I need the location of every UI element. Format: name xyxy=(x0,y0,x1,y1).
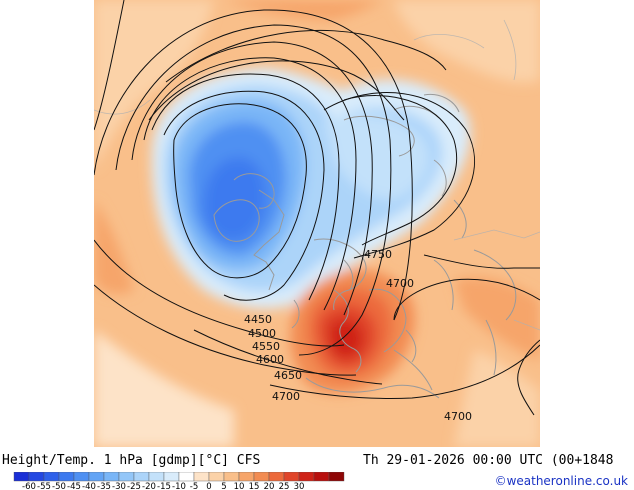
legend-tick-label: -5 xyxy=(190,482,198,490)
legend-swatch xyxy=(88,472,105,482)
legend-tick-label: -50 xyxy=(52,482,66,490)
contour-label: 4700 xyxy=(272,390,300,403)
contour-label: 4450 xyxy=(244,313,272,326)
footer-bar: Height/Temp. 1 hPa [gdmp][°C] CFS Th 29-… xyxy=(0,447,634,490)
legend-tick-label: 10 xyxy=(234,482,245,490)
legend-swatch xyxy=(268,472,285,482)
legend-swatch xyxy=(73,472,90,482)
contour-label: 4650 xyxy=(274,369,302,382)
legend-swatch xyxy=(283,472,300,482)
legend-tick-label: 15 xyxy=(249,482,260,490)
legend-swatch xyxy=(133,472,150,482)
legend-swatch xyxy=(103,472,120,482)
contour-label: 4700 xyxy=(386,277,414,290)
temperature-shading xyxy=(94,0,540,447)
legend-swatch xyxy=(313,472,330,482)
legend-tick-label: 20 xyxy=(264,482,275,490)
legend-swatch xyxy=(193,472,210,482)
credit-link[interactable]: ©weatheronline.co.uk xyxy=(494,474,628,488)
legend-tick-label: -25 xyxy=(127,482,141,490)
temperature-field-map: 4750 4700 4450 4500 4550 4600 4650 4700 … xyxy=(94,0,540,447)
weather-map: 4750 4700 4450 4500 4550 4600 4650 4700 … xyxy=(94,0,540,447)
legend-swatch xyxy=(208,472,225,482)
contour-label: 4700 xyxy=(444,410,472,423)
legend-tick-label: -10 xyxy=(172,482,186,490)
legend-tick-label: -20 xyxy=(142,482,156,490)
legend-swatch xyxy=(43,472,60,482)
legend-tick-label: 0 xyxy=(206,482,211,490)
contour-labels: 4750 4700 4450 4500 4550 4600 4650 4700 … xyxy=(244,248,472,423)
legend-tick-label: 25 xyxy=(279,482,290,490)
legend-swatch xyxy=(148,472,165,482)
legend-swatch xyxy=(178,472,195,482)
map-title: Height/Temp. 1 hPa [gdmp][°C] CFS xyxy=(2,453,261,468)
legend-swatch xyxy=(118,472,135,482)
legend-swatch xyxy=(253,472,270,482)
color-scale-legend: -60 -55 -50 -45 -40 -35 -30 -25 -20 -15 -10 -5 0 5 10 1… xyxy=(13,472,345,490)
legend-swatch xyxy=(163,472,180,482)
legend-swatch xyxy=(238,472,255,482)
legend-tick-label: -60 xyxy=(22,482,36,490)
legend-swatch xyxy=(223,472,240,482)
legend-tick-label: -35 xyxy=(97,482,111,490)
legend-tick-label: -45 xyxy=(67,482,81,490)
legend-swatch xyxy=(298,472,315,482)
height-contours xyxy=(94,0,540,416)
legend-swatch xyxy=(28,472,45,482)
legend-swatch xyxy=(13,472,30,482)
legend-tick-label: -15 xyxy=(157,482,171,490)
legend-tick-label: -40 xyxy=(82,482,96,490)
legend-tick-label: -30 xyxy=(112,482,126,490)
contour-label: 4500 xyxy=(248,327,276,340)
legend-swatch xyxy=(58,472,75,482)
legend-swatch xyxy=(328,472,345,482)
valid-time: Th 29-01-2026 00:00 UTC (00+1848 xyxy=(363,453,614,468)
contour-label: 4750 xyxy=(364,248,392,261)
legend-tick-label: 30 xyxy=(294,482,305,490)
contour-label: 4550 xyxy=(252,340,280,353)
contour-label: 4600 xyxy=(256,353,284,366)
legend-tick-label: 5 xyxy=(221,482,226,490)
legend-tick-label: -55 xyxy=(37,482,51,490)
